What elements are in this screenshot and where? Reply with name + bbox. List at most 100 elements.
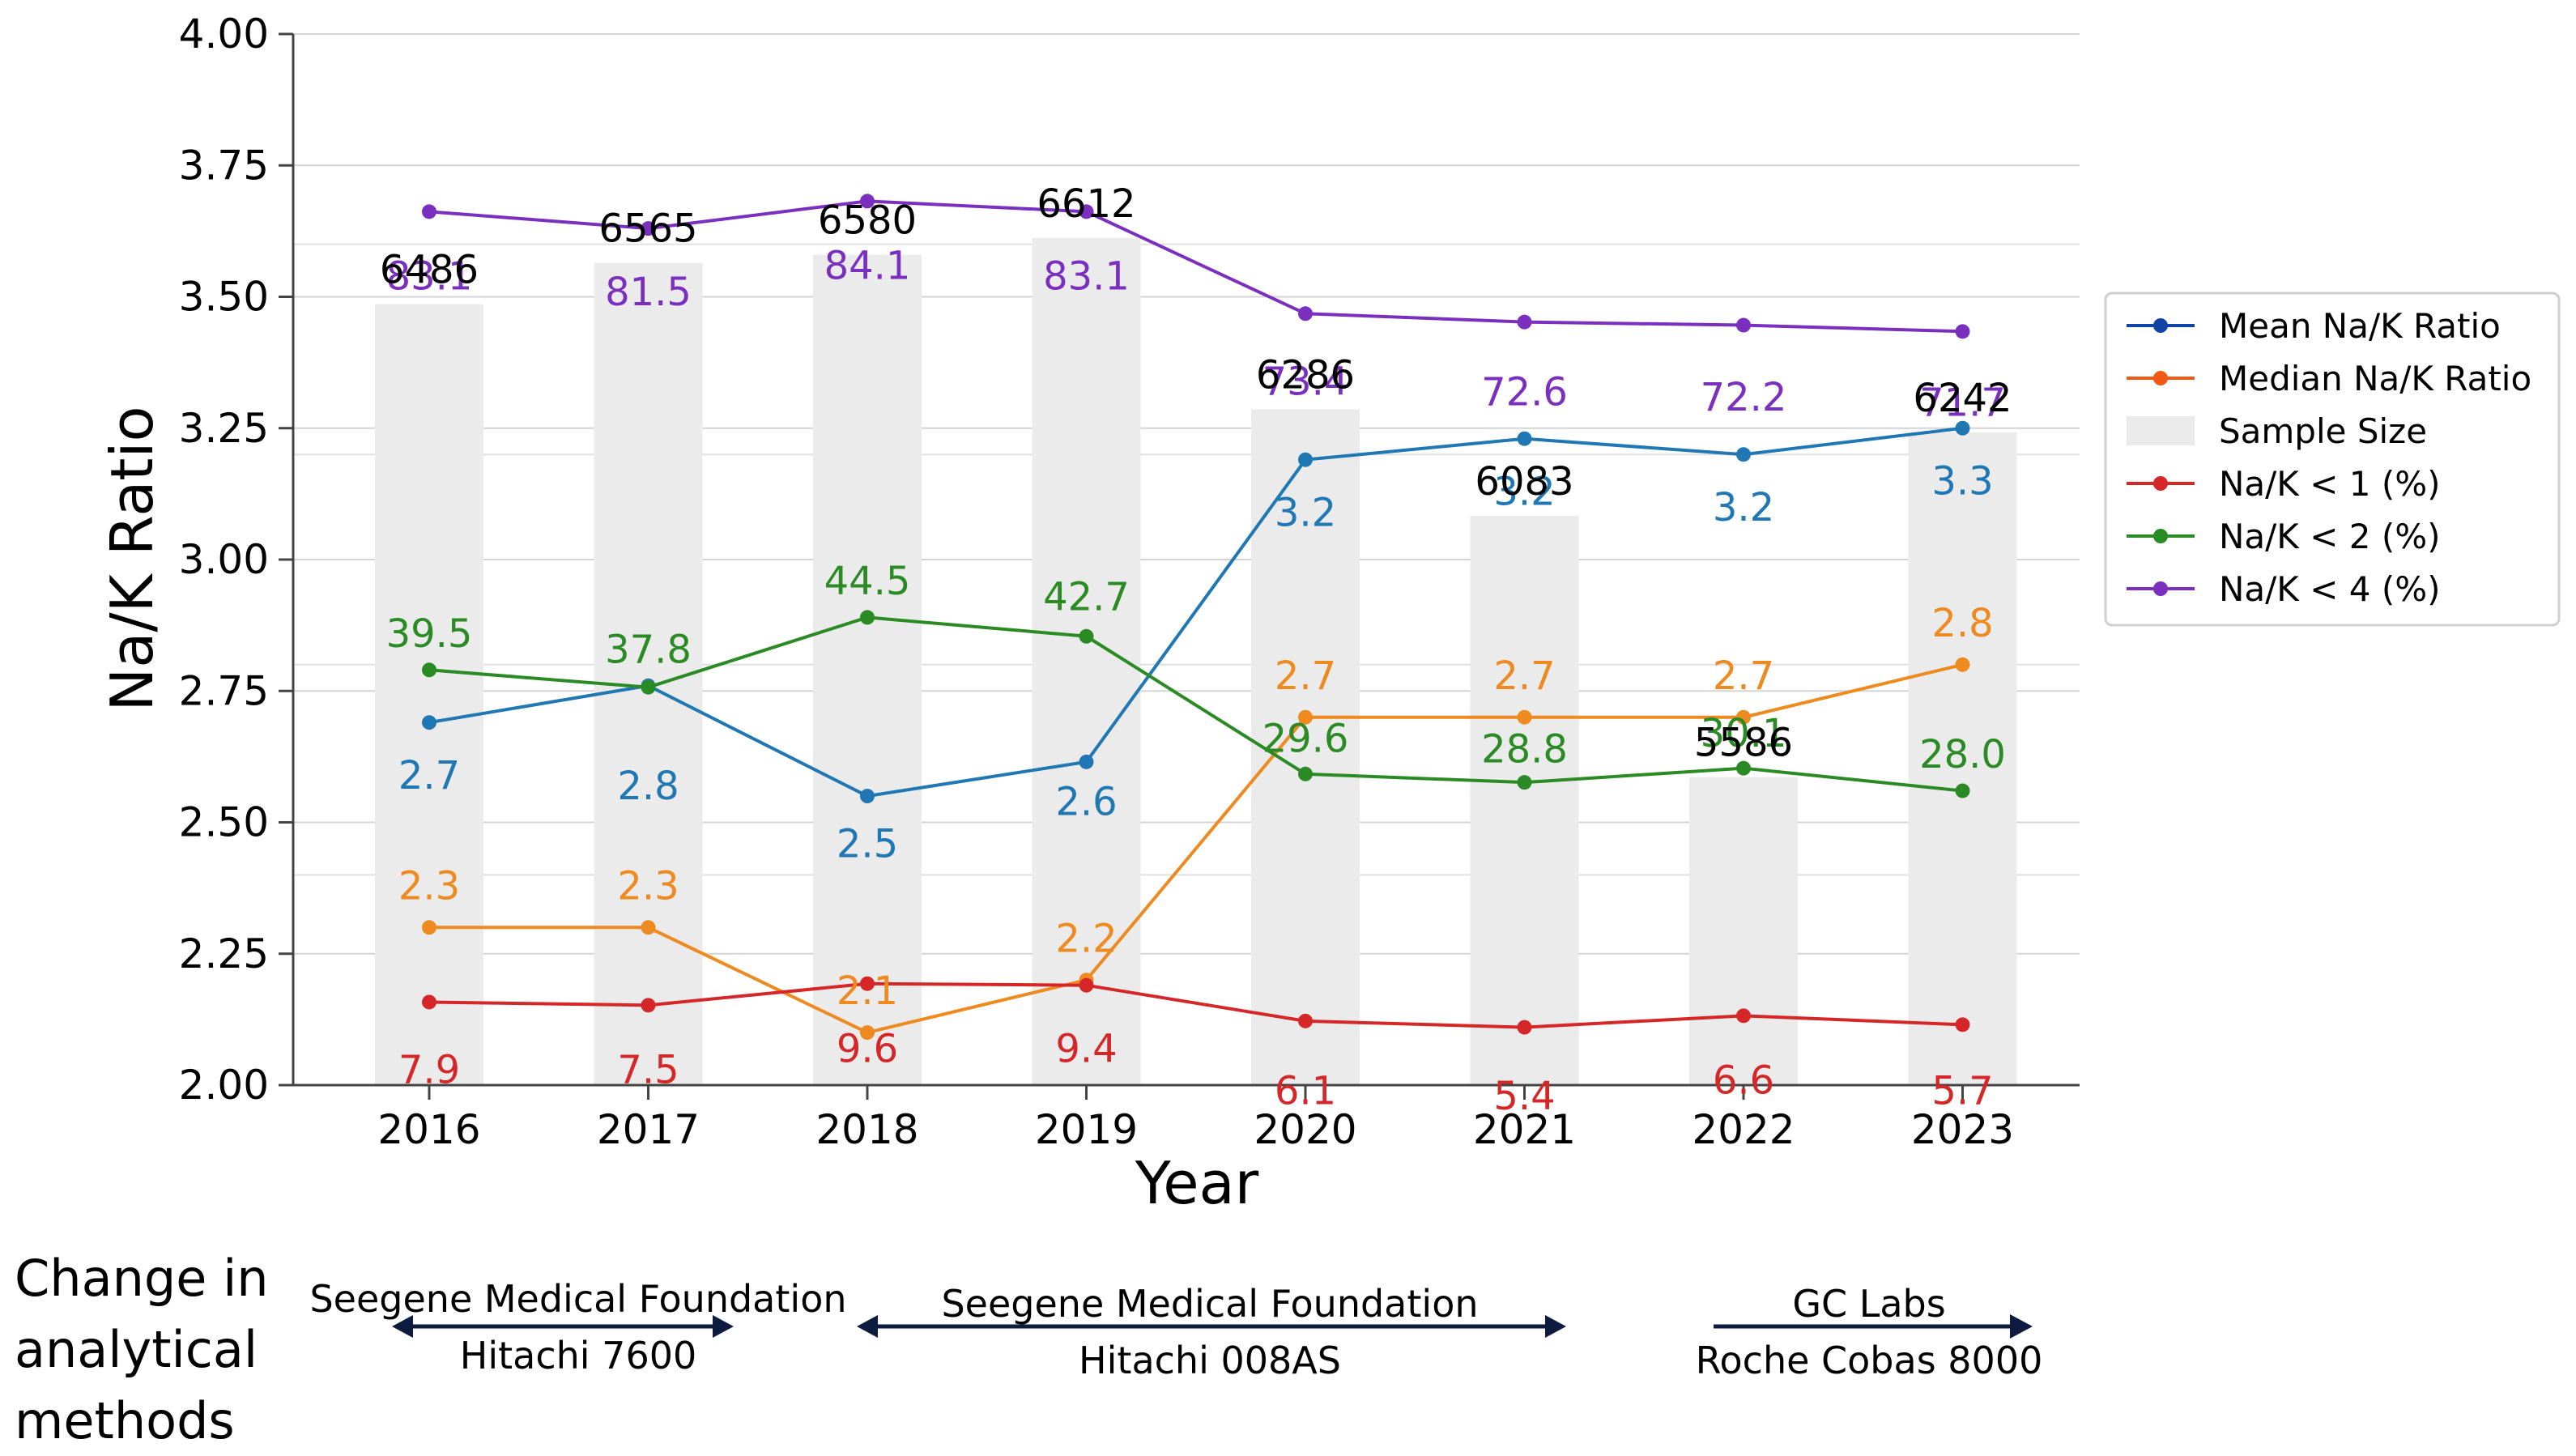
series-4-label-2020: 73.4 — [1262, 359, 1349, 404]
series-3-label-2020: 29.6 — [1262, 717, 1349, 762]
series-line-0 — [428, 426, 1963, 798]
series-0-point-2016 — [422, 715, 436, 730]
series-2-point-2020 — [1298, 1013, 1313, 1028]
sample-size-bar-2023 — [1908, 432, 2017, 1085]
x-tick-label-2016: 2016 — [377, 1106, 480, 1153]
sample-size-label-2018: 6580 — [818, 198, 917, 244]
sample-size-bar-2016 — [375, 304, 483, 1085]
sample-size-label-2022: 5586 — [1694, 721, 1793, 766]
series-3-label-2021: 28.8 — [1481, 727, 1568, 773]
legend-label-5: Na/K < 4 (%) — [2219, 569, 2441, 609]
series-0-point-2018 — [860, 789, 875, 804]
sample-size-bars — [375, 237, 2017, 1086]
y-tick-label-3: 2.75 — [179, 667, 269, 714]
series-2-label-2018: 9.6 — [837, 1027, 898, 1072]
series-3-point-2016 — [422, 662, 436, 678]
data-labels: 2.7 2.8 2.5 2.6 3.2 3.2 3.2 3.3 2.3 2.3 2.1 2.2 2.7 2… — [386, 244, 2006, 1119]
series-3-point-2022 — [1736, 760, 1751, 776]
series-line-2 — [428, 981, 1963, 1029]
series-4-label-2017: 81.5 — [605, 270, 692, 315]
x-ticks: 2016 2017 2018 2019 2020 2021 2022 2023 — [377, 1085, 2014, 1153]
x-tick-label-2022: 2022 — [1692, 1106, 1795, 1153]
methods-heading-line-2: analytical — [15, 1320, 258, 1379]
period-2-arrow — [857, 1315, 1566, 1338]
x-tick-label-2019: 2019 — [1035, 1106, 1138, 1153]
y-tick-label-7: 3.75 — [179, 142, 269, 189]
x-tick-label-2021: 2021 — [1473, 1106, 1576, 1153]
series-1-point-2023 — [1955, 657, 1970, 672]
y-tick-label-8: 4.00 — [179, 11, 269, 57]
legend: Mean Na/K Ratio Median Na/K Ratio Sample S… — [2104, 292, 2561, 627]
series-0-label-2018: 2.5 — [837, 821, 898, 866]
series-0-point-2019 — [1079, 754, 1094, 769]
series-4-label-2023: 71.7 — [1919, 380, 2006, 425]
sample-size-bar-2018 — [813, 254, 922, 1086]
y-tick-label-2: 2.50 — [179, 799, 269, 846]
series-4-label-2022: 72.2 — [1701, 375, 1787, 420]
sample-size-bar-2020 — [1251, 409, 1360, 1085]
series-4-point-2023 — [1955, 324, 1970, 339]
y-ticks: 2.00 2.25 2.50 2.75 3.00 3.25 3.50 3.75 4.00 — [179, 11, 293, 1109]
series-3-point-2017 — [641, 679, 656, 695]
legend-frame — [2104, 292, 2561, 627]
series-4-point-2016 — [422, 204, 436, 219]
series-0-point-2021 — [1517, 431, 1532, 446]
x-tick-label-2023: 2023 — [1911, 1106, 2014, 1153]
series-1-label-2018: 2.1 — [837, 969, 898, 1014]
series-1-label-2022: 2.7 — [1713, 653, 1774, 699]
series-3-point-2023 — [1955, 783, 1970, 798]
series-1-point-2016 — [422, 920, 436, 935]
y-tick-label-6: 3.50 — [179, 274, 269, 321]
x-tick-label-2018: 2018 — [815, 1106, 918, 1153]
series-1-point-2020 — [1298, 709, 1313, 725]
series-2-label-2019: 9.4 — [1055, 1027, 1117, 1072]
legend-label-0: Mean Na/K Ratio — [2219, 306, 2501, 346]
series-3-point-2018 — [860, 610, 875, 625]
period-2-instrument: Hitachi 008AS — [1079, 1339, 1341, 1382]
legend-marker-0 — [2153, 318, 2168, 333]
legend-marker-5 — [2153, 581, 2168, 596]
series-line-1 — [429, 662, 1963, 1035]
series-4-label-2018: 84.1 — [824, 244, 911, 289]
series-1-point-2021 — [1517, 709, 1532, 725]
sample-size-bar-2019 — [1032, 237, 1141, 1085]
series-4-point-2018 — [860, 194, 875, 209]
series-3-label-2018: 44.5 — [824, 559, 911, 604]
sample-size-label-2021: 6083 — [1475, 459, 1573, 504]
period-3-instrument: Roche Cobas 8000 — [1696, 1339, 2043, 1382]
legend-label-1: Median Na/K Ratio — [2219, 359, 2531, 398]
series-0-label-2019: 2.6 — [1055, 780, 1117, 825]
series-0-point-2020 — [1298, 452, 1313, 467]
series-0-label-2023: 3.3 — [1931, 459, 1993, 504]
series-4-point-2019 — [1079, 204, 1094, 219]
period-2-lab: Seegene Medical Foundation — [941, 1282, 1478, 1326]
sample-size-label-2020: 6286 — [1256, 352, 1355, 398]
period-1-arrow — [392, 1315, 734, 1338]
series-4-point-2020 — [1298, 306, 1313, 321]
series-4-point-2022 — [1736, 317, 1751, 333]
series-1-label-2020: 2.7 — [1275, 653, 1336, 699]
series-2-label-2016: 7.9 — [398, 1048, 460, 1093]
sample-size-bar-2017 — [594, 262, 703, 1085]
series-3-label-2023: 28.0 — [1919, 732, 2006, 777]
legend-marker-4 — [2153, 529, 2168, 543]
x-axis-title: Year — [1135, 1149, 1259, 1217]
series-1-label-2019: 2.2 — [1055, 916, 1117, 961]
series-3-point-2021 — [1517, 775, 1532, 790]
legend-label-2: Sample Size — [2219, 411, 2427, 451]
legend-label-3: Na/K < 1 (%) — [2219, 464, 2441, 504]
y-tick-label-4: 3.00 — [179, 536, 269, 583]
period-3-arrow — [1714, 1314, 2033, 1339]
series-0-label-2017: 2.8 — [617, 764, 679, 809]
series-3-label-2017: 37.8 — [605, 627, 692, 672]
series-2-label-2021: 5.4 — [1493, 1074, 1555, 1119]
series-2-point-2016 — [422, 994, 436, 1010]
series-0-label-2016: 2.7 — [398, 753, 460, 798]
series-1-point-2022 — [1736, 709, 1751, 725]
period-3-lab: GC Labs — [1792, 1282, 1945, 1326]
series-4-label-2016: 83.1 — [386, 254, 473, 300]
sample-size-label-2016: 6486 — [380, 248, 479, 293]
series-2-point-2022 — [1736, 1008, 1751, 1024]
series-3-point-2020 — [1298, 766, 1313, 781]
series-1-point-2017 — [641, 920, 656, 935]
